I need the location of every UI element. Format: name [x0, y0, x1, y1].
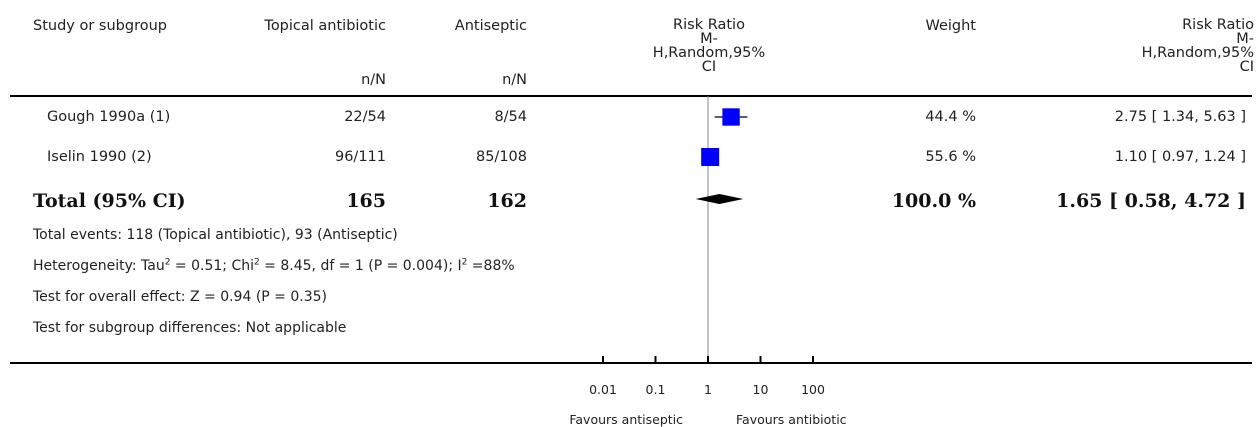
- het-part-b: = 0.51; Chi: [170, 258, 254, 274]
- header-rule: [10, 95, 1252, 97]
- study-square: [701, 148, 720, 166]
- row-study: Iselin 1990 (2): [47, 149, 152, 165]
- het-sup-chi: 2: [254, 257, 260, 268]
- row-g1: 22/54: [344, 109, 386, 125]
- header-rr-text-line4: CI: [1239, 59, 1254, 75]
- header-rr-plot-line3: H,Random,95%: [652, 45, 766, 61]
- header-rr-text-line1: Risk Ratio: [1182, 17, 1254, 33]
- header-study: Study or subgroup: [33, 18, 167, 34]
- header-rr-text-line3: H,Random,95%: [1141, 45, 1254, 61]
- row-study: Gough 1990a (1): [47, 109, 171, 125]
- header-rr-plot-line1: Risk Ratio: [673, 17, 745, 33]
- het-sup-i: 2: [461, 257, 468, 268]
- total-events: Total events: 118 (Topical antibiotic), …: [33, 227, 398, 243]
- total-label: Total (95% CI): [33, 190, 186, 212]
- overall-effect: Test for overall effect: Z = 0.94 (P = 0…: [33, 289, 327, 305]
- tick-label: 100: [801, 382, 825, 397]
- tick-label: 1: [704, 382, 712, 397]
- het-part-a: Heterogeneity: Tau: [33, 258, 165, 274]
- heterogeneity: Heterogeneity: Tau2 = 0.51; Chi2 = 8.45,…: [33, 258, 515, 274]
- header-rr-plot-line4: CI: [701, 59, 717, 75]
- subgroup-test: Test for subgroup differences: Not appli…: [33, 320, 347, 336]
- row-g2: 85/108: [475, 149, 527, 165]
- total-g1: 165: [346, 190, 386, 212]
- total-weight: 100.0 %: [891, 190, 976, 212]
- header-weight: Weight: [925, 18, 976, 34]
- favours-right-label: Favours antibiotic: [736, 412, 847, 427]
- total-g2: 162: [487, 190, 527, 212]
- header-group2: Antiseptic: [454, 18, 527, 34]
- het-part-c: = 8.45, df = 1 (P = 0.004); I: [259, 258, 462, 274]
- row-rr: 1.10 [ 0.97, 1.24 ]: [1114, 149, 1246, 165]
- row-g2: 8/54: [494, 109, 527, 125]
- total-rr: 1.65 [ 0.58, 4.72 ]: [1056, 190, 1246, 212]
- row-weight: 55.6 %: [925, 149, 976, 165]
- row-weight: 44.4 %: [925, 109, 976, 125]
- het-sup-tau: 2: [164, 257, 171, 268]
- header-rr-text-line2: M-: [1236, 31, 1254, 47]
- row-rr: 2.75 [ 1.34, 5.63 ]: [1114, 109, 1246, 125]
- header-rr-text: Risk Ratio M- H,Random,95% CI: [1120, 17, 1254, 75]
- header-rr-plot: Risk Ratio M- H,Random,95% CI: [640, 17, 778, 75]
- het-part-d: =88%: [467, 258, 515, 274]
- tick-label: 10: [753, 382, 769, 397]
- pooled-diamond: [695, 194, 744, 204]
- header-nN-group2: n/N: [502, 72, 527, 88]
- header-rr-plot-line2: M-: [700, 31, 718, 47]
- header-group1: Topical antibiotic: [264, 18, 386, 34]
- header-nN-group1: n/N: [361, 72, 386, 88]
- bottom-rule: [10, 362, 1252, 364]
- study-square: [722, 108, 740, 126]
- favours-left-label: Favours antiseptic: [569, 412, 683, 427]
- row-g1: 96/111: [334, 149, 386, 165]
- tick-label: 0.01: [589, 382, 617, 397]
- tick-label: 0.1: [646, 382, 666, 397]
